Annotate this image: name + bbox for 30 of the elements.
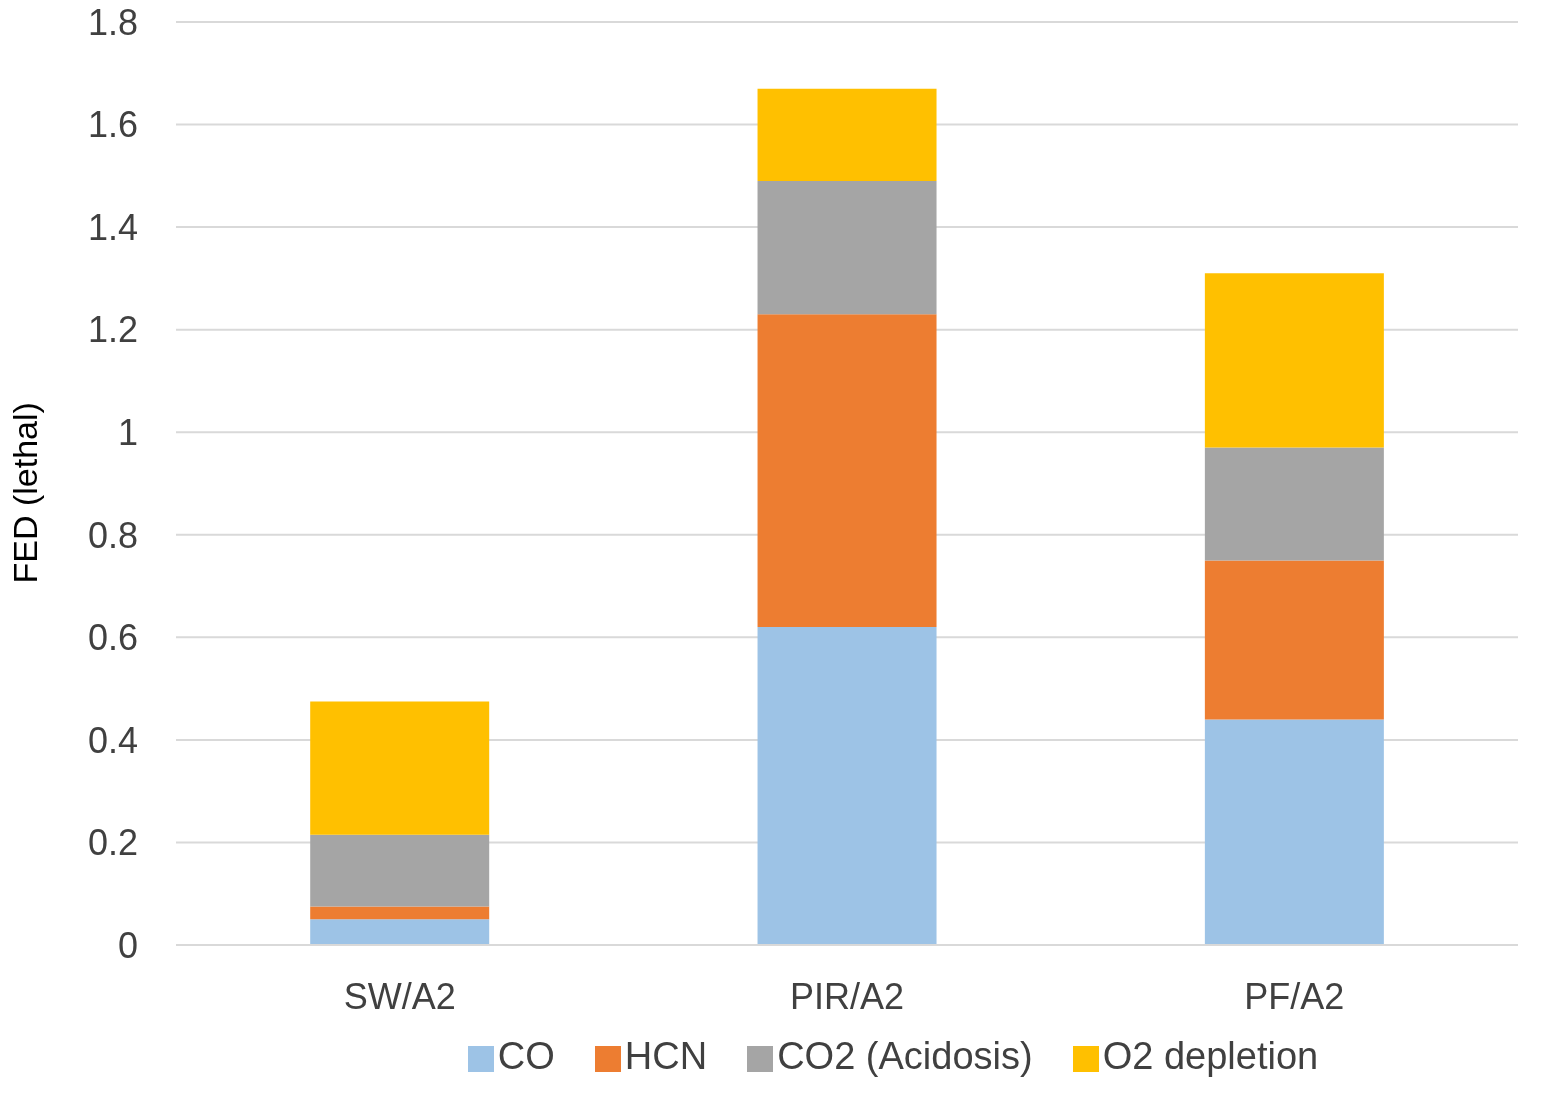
y-tick-label: 1.8 (87, 1, 138, 43)
legend-label: HCN (624, 1035, 708, 1077)
legend-label: O2 depletion (1102, 1035, 1319, 1077)
bar (1204, 273, 1384, 448)
x-tick-label: PIR/A2 (789, 975, 905, 1017)
bar (310, 906, 490, 920)
y-tick-label: 0.4 (87, 719, 138, 761)
y-tick-label: 0.6 (87, 617, 138, 659)
bar (310, 919, 490, 945)
y-tick-label: 1.4 (87, 206, 138, 248)
y-tick-label: 0.8 (87, 514, 138, 556)
y-tick-label: 0 (117, 924, 138, 966)
bar (757, 314, 937, 628)
bar (757, 180, 937, 315)
bar (1204, 560, 1384, 720)
bar (310, 834, 490, 907)
bar (1204, 447, 1384, 561)
bar (310, 701, 490, 835)
y-axis-title: FED (lethal) (6, 402, 45, 584)
bar (757, 627, 937, 945)
bar (1204, 719, 1384, 945)
legend-label: CO2 (Acidosis) (777, 1035, 1033, 1077)
legend-label: CO (497, 1035, 555, 1077)
y-tick-label: 1.2 (87, 309, 138, 351)
y-tick-label: 1.6 (87, 104, 138, 146)
x-tick-label: SW/A2 (343, 975, 456, 1017)
y-tick-label: 0.2 (87, 822, 138, 864)
y-tick-label: 1 (117, 412, 138, 453)
bar (757, 88, 937, 181)
x-tick-label: PF/A2 (1244, 975, 1345, 1017)
